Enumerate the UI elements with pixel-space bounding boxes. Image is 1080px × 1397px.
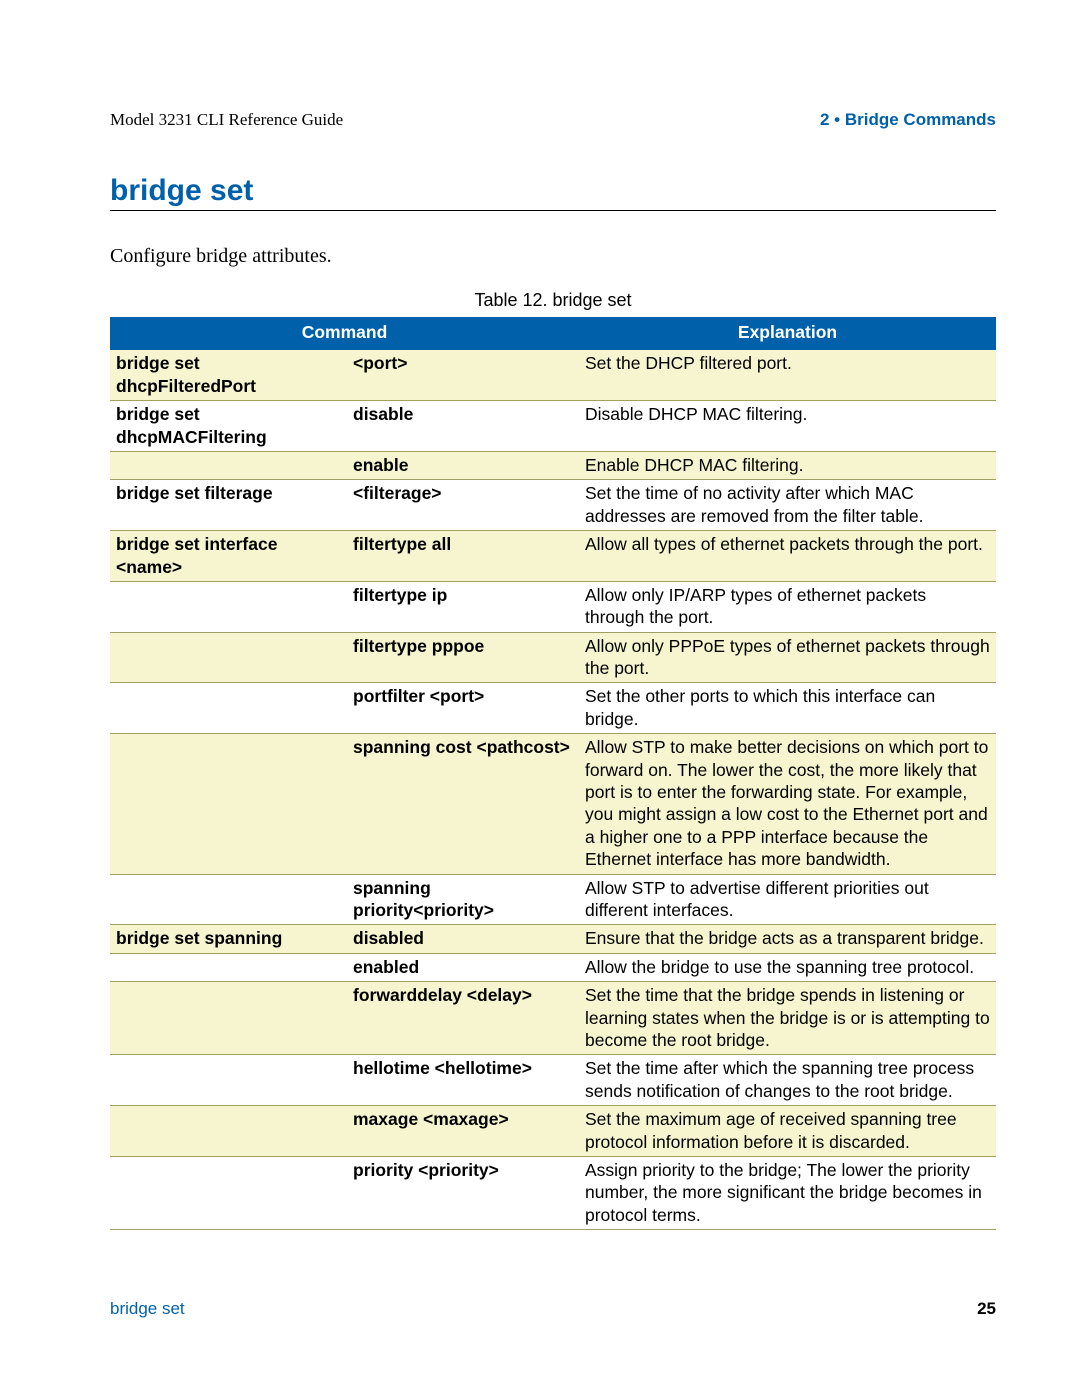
cell-subcommand: disabled xyxy=(347,925,579,953)
cell-command xyxy=(110,874,347,925)
table-row: enableEnable DHCP MAC filtering. xyxy=(110,451,996,479)
cell-command xyxy=(110,734,347,874)
footer-left-text: bridge set xyxy=(110,1299,185,1319)
cell-subcommand: spanning cost <pathcost> xyxy=(347,734,579,874)
cell-command xyxy=(110,1106,347,1157)
cell-subcommand: <port> xyxy=(347,349,579,401)
table-row: spanning cost <pathcost>Allow STP to mak… xyxy=(110,734,996,874)
table-row: bridge set dhcpFilteredPort<port>Set the… xyxy=(110,349,996,401)
cell-explanation: Ensure that the bridge acts as a transpa… xyxy=(579,925,996,953)
cell-explanation: Allow all types of ethernet packets thro… xyxy=(579,531,996,582)
table-body: bridge set dhcpFilteredPort<port>Set the… xyxy=(110,349,996,1230)
table-row: bridge set filterage<filterage>Set the t… xyxy=(110,480,996,531)
table-row: bridge set dhcpMACFilteringdisableDisabl… xyxy=(110,401,996,452)
cell-subcommand: <filterage> xyxy=(347,480,579,531)
table-row: priority <priority>Assign priority to th… xyxy=(110,1156,996,1229)
cell-command xyxy=(110,1055,347,1106)
cell-explanation: Set the time of no activity after which … xyxy=(579,480,996,531)
table-row: bridge set interface <name>filtertype al… xyxy=(110,531,996,582)
cell-command xyxy=(110,451,347,479)
cell-explanation: Allow only IP/ARP types of ethernet pack… xyxy=(579,581,996,632)
col-header-command: Command xyxy=(110,317,579,349)
cell-explanation: Allow the bridge to use the spanning tre… xyxy=(579,953,996,981)
cell-explanation: Set the time after which the spanning tr… xyxy=(579,1055,996,1106)
cell-command: bridge set spanning xyxy=(110,925,347,953)
table-row: spanning priority<priority>Allow STP to … xyxy=(110,874,996,925)
cell-explanation: Set the time that the bridge spends in l… xyxy=(579,982,996,1055)
cell-subcommand: portfilter <port> xyxy=(347,683,579,734)
cell-explanation: Enable DHCP MAC filtering. xyxy=(579,451,996,479)
header-left-text: Model 3231 CLI Reference Guide xyxy=(110,110,343,130)
section-title: bridge set xyxy=(110,174,996,211)
table-caption: Table 12. bridge set xyxy=(110,290,996,311)
cell-command xyxy=(110,683,347,734)
bridge-set-table: Command Explanation bridge set dhcpFilte… xyxy=(110,317,996,1230)
cell-explanation: Allow only PPPoE types of ethernet packe… xyxy=(579,632,996,683)
page-header: Model 3231 CLI Reference Guide 2 • Bridg… xyxy=(110,110,996,130)
col-header-explanation: Explanation xyxy=(579,317,996,349)
table-row: enabledAllow the bridge to use the spann… xyxy=(110,953,996,981)
page-footer: bridge set 25 xyxy=(110,1299,996,1319)
document-page: Model 3231 CLI Reference Guide 2 • Bridg… xyxy=(0,0,1080,1397)
cell-subcommand: disable xyxy=(347,401,579,452)
cell-explanation: Disable DHCP MAC filtering. xyxy=(579,401,996,452)
cell-command: bridge set dhcpMACFiltering xyxy=(110,401,347,452)
cell-subcommand: hellotime <hellotime> xyxy=(347,1055,579,1106)
cell-explanation: Allow STP to advertise different priorit… xyxy=(579,874,996,925)
table-row: maxage <maxage>Set the maximum age of re… xyxy=(110,1106,996,1157)
table-row: bridge set spanningdisabledEnsure that t… xyxy=(110,925,996,953)
cell-command: bridge set dhcpFilteredPort xyxy=(110,349,347,401)
table-row: filtertype ipAllow only IP/ARP types of … xyxy=(110,581,996,632)
cell-subcommand: spanning priority<priority> xyxy=(347,874,579,925)
cell-command xyxy=(110,953,347,981)
cell-subcommand: forwarddelay <delay> xyxy=(347,982,579,1055)
table-row: portfilter <port>Set the other ports to … xyxy=(110,683,996,734)
cell-subcommand: filtertype all xyxy=(347,531,579,582)
header-right-text: 2 • Bridge Commands xyxy=(820,110,996,130)
cell-command xyxy=(110,632,347,683)
cell-subcommand: filtertype ip xyxy=(347,581,579,632)
cell-subcommand: priority <priority> xyxy=(347,1156,579,1229)
cell-explanation: Set the maximum age of received spanning… xyxy=(579,1106,996,1157)
cell-command xyxy=(110,982,347,1055)
table-row: forwarddelay <delay>Set the time that th… xyxy=(110,982,996,1055)
cell-explanation: Set the other ports to which this interf… xyxy=(579,683,996,734)
cell-explanation: Allow STP to make better decisions on wh… xyxy=(579,734,996,874)
cell-subcommand: enable xyxy=(347,451,579,479)
cell-command xyxy=(110,581,347,632)
cell-command: bridge set interface <name> xyxy=(110,531,347,582)
cell-command xyxy=(110,1156,347,1229)
cell-explanation: Set the DHCP filtered port. xyxy=(579,349,996,401)
cell-subcommand: filtertype pppoe xyxy=(347,632,579,683)
cell-command: bridge set filterage xyxy=(110,480,347,531)
cell-explanation: Assign priority to the bridge; The lower… xyxy=(579,1156,996,1229)
table-row: filtertype pppoeAllow only PPPoE types o… xyxy=(110,632,996,683)
cell-subcommand: maxage <maxage> xyxy=(347,1106,579,1157)
table-header-row: Command Explanation xyxy=(110,317,996,349)
intro-paragraph: Configure bridge attributes. xyxy=(110,245,996,268)
cell-subcommand: enabled xyxy=(347,953,579,981)
table-row: hellotime <hellotime>Set the time after … xyxy=(110,1055,996,1106)
footer-page-number: 25 xyxy=(977,1299,996,1319)
